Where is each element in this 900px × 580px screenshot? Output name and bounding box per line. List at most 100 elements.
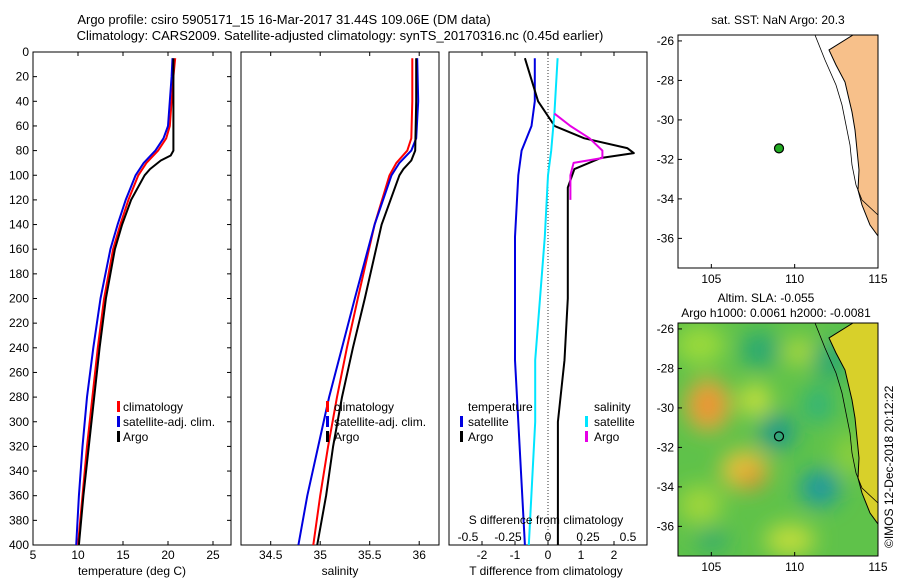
sst-map: sat. SST: NaN Argo: 20.3 -26 -28 -30 -32 -34… [657,13,888,286]
depth-tick-label: 280 [9,390,29,404]
lat-tick-label: -30 [657,401,675,415]
x-tick-label: -2 [477,548,488,562]
salinity-xlabel: salinity [322,564,359,578]
lat-tick-label: -32 [657,152,675,166]
lat-tick-label: -34 [657,480,675,494]
legend-climatology-swatch [326,401,329,412]
x-tick-label: 15 [116,548,130,562]
legend-satellite-swatch [585,416,588,427]
series-climatology [77,58,177,545]
depth-tick-label: 140 [9,218,29,232]
sla-map: Altim. SLA: -0.055 Argo h1000: 0.0061 h2… [657,291,888,574]
depth-tick-label: 0 [22,45,29,59]
float-position-marker [773,431,785,442]
lon-tick-label: 115 [868,272,887,286]
depth-tick-label: 40 [16,94,30,108]
salinity-diff-ticks: -0.5 -0.25 0 0.25 0.5 [458,530,637,544]
legend-satellite-swatch [117,416,120,427]
series-satellite-adj-clim- [75,58,174,545]
depth-tick-label: 100 [9,168,29,182]
salinity-diff-tick-label: 0 [545,530,552,544]
lat-tick-label: -26 [657,322,675,336]
legend-argo-label: Argo [468,430,494,444]
legend-temperature-title: temperature [468,400,533,414]
salinity-diff-xlabel: S difference from climatology [469,513,624,527]
lat-tick-label: -32 [657,440,675,454]
lon-tick-label: 115 [868,560,887,574]
legend-climatology-swatch [117,401,120,412]
lat-tick-label: -36 [657,231,675,245]
temperature-diff-legend: temperature satellite Argo [460,400,533,444]
legend-satellite-label: satellite-adj. clim. [334,415,426,429]
x-tick-label: 0 [545,548,552,562]
legend-argo-swatch [117,431,120,442]
australia-coast-land [828,323,878,525]
legend-salinity-title: salinity [594,400,631,414]
temperature-x-axis: 5 10 15 20 25 [30,52,220,562]
depth-tick-label: 60 [16,119,30,133]
salinity-diff-tick-label: -0.25 [494,530,522,544]
depth-tick-label: 180 [9,267,29,281]
sla-map-title-line1: Altim. SLA: -0.055 [718,291,815,305]
lat-tick-label: -30 [657,113,675,127]
legend-argo-label: Argo [594,430,620,444]
x-tick-label: 25 [206,548,220,562]
legend-argo-swatch [326,431,329,442]
series-argo [316,58,418,545]
x-tick-label: 5 [30,548,37,562]
sst-map-axes: -26 -28 -30 -32 -34 -36 105 110 115 [657,34,888,286]
x-tick-label: 1 [578,548,585,562]
depth-tick-label: 320 [9,439,29,453]
bathymetry-contour [814,323,878,504]
lon-tick-label: 105 [701,560,721,574]
legend-climatology-label: climatology [123,400,183,414]
depth-tick-label: 300 [9,415,29,429]
depth-tick-label: 380 [9,513,29,527]
lon-tick-label: 110 [785,272,804,286]
x-tick-label: 10 [71,548,85,562]
imos-watermark: ©IMOS 12-Dec-2018 20:12:22 [882,385,896,548]
legend-satellite-label: satellite-adj. clim. [123,415,215,429]
depth-tick-label: 160 [9,242,29,256]
figure-title-line2: Climatology: CARS2009. Satellite-adjuste… [77,28,604,43]
salinity-diff-tick-label: -0.5 [458,530,479,544]
legend-satellite-label: satellite [594,415,635,429]
legend-satellite-swatch [460,416,463,427]
legend-argo-label: Argo [123,430,149,444]
legend-argo-swatch [585,431,588,442]
depth-tick-label: 240 [9,341,29,355]
x-tick-label: 20 [161,548,175,562]
float-position-marker [773,143,785,154]
salinity-x-axis: 34.5 35 35.5 36 [259,52,426,562]
salinity-diff-legend: salinity satellite Argo [585,400,635,444]
depth-tick-label: 120 [9,193,29,207]
sla-map-frame [677,322,879,557]
salinity-axes-box [240,51,440,546]
australia-coast-land [828,34,879,238]
lon-tick-label: 105 [701,272,721,286]
salinity-diff-tick-label: 0.25 [576,530,600,544]
temperature-diff-xlabel: T difference from climatology [469,564,623,578]
x-tick-label: 35.5 [358,548,382,562]
depth-tick-label: 220 [9,316,29,330]
depth-tick-label: 20 [16,70,30,84]
temperature-panel: 0204060801001201401601802002202402602803… [9,45,647,578]
legend-satellite-label: satellite [468,415,509,429]
sla-map-axes: -26 -28 -30 -32 -34 -36 105 110 115 [657,322,888,574]
salinity-legend: climatology satellite-adj. clim. Argo [326,400,426,444]
temperature-axes-box [32,51,232,546]
temperature-xlabel: temperature (deg C) [78,564,186,578]
legend-argo-swatch [460,431,463,442]
lat-tick-label: -28 [657,73,675,87]
legend-satellite-swatch [326,416,329,427]
series-salinity-satellite [527,58,559,545]
sla-map-title-line2: Argo h1000: 0.0061 h2000: -0.0081 [681,306,871,320]
series-argo [77,58,175,545]
bathymetry-contour [814,34,879,216]
salinity-diff-tick-label: 0.5 [620,530,637,544]
lat-tick-label: -26 [657,34,675,48]
series-temperature-argo [523,57,635,545]
legend-climatology-label: climatology [334,400,394,414]
lat-tick-label: -36 [657,519,675,533]
